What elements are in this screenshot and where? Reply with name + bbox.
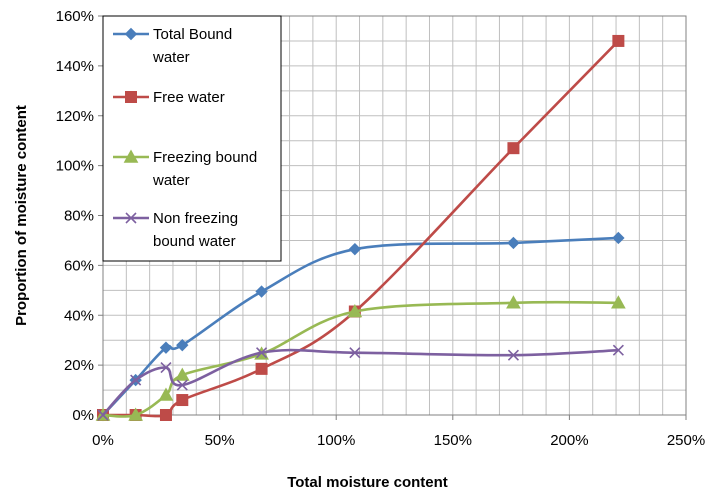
legend-entry-2: Free water xyxy=(113,89,225,106)
legend-swatch-marker xyxy=(123,149,139,163)
data-point xyxy=(255,362,268,375)
data-point xyxy=(176,338,189,352)
x-tick-label: 0% xyxy=(92,432,114,449)
legend-label: Freezing bound xyxy=(153,149,257,166)
legend-label: Total Bound xyxy=(153,26,232,43)
legend-entry-4: Non freezing bound water xyxy=(113,210,238,250)
data-point xyxy=(255,285,268,298)
data-point xyxy=(507,142,520,155)
data-point xyxy=(159,341,173,354)
data-point xyxy=(159,409,172,421)
data-point xyxy=(130,374,142,386)
y-tick-label: 60% xyxy=(64,257,94,274)
legend-label: Non freezing xyxy=(153,210,238,227)
legend-swatch-marker xyxy=(124,27,138,41)
data-point xyxy=(176,394,189,407)
legend-entry-1: Total Bound water xyxy=(113,26,232,66)
data-point xyxy=(256,347,268,359)
series-4 xyxy=(97,344,624,421)
legend-swatch-marker xyxy=(125,91,137,103)
y-tick-label: 40% xyxy=(64,307,94,324)
x-tick-label: 200% xyxy=(550,432,588,449)
y-tick-label: 0% xyxy=(72,407,94,424)
legend-label: water xyxy=(152,49,190,66)
data-point xyxy=(507,349,519,361)
data-point xyxy=(160,362,172,374)
y-tick-label: 100% xyxy=(56,158,94,175)
data-point xyxy=(349,347,361,359)
legend-label: water xyxy=(152,172,190,189)
x-tick-label: 50% xyxy=(205,432,235,449)
y-tick-label: 160% xyxy=(56,8,94,25)
data-point xyxy=(507,236,520,250)
data-point xyxy=(347,303,363,318)
data-point xyxy=(97,409,109,421)
y-tick-label: 80% xyxy=(64,208,94,225)
y-tick-label: 120% xyxy=(56,108,94,125)
data-point xyxy=(506,295,521,309)
legend: Total Bound water Free water Freezing bound… xyxy=(102,15,282,262)
x-tick-label: 100% xyxy=(317,432,355,449)
data-point xyxy=(128,407,143,421)
data-point xyxy=(348,242,362,256)
legend-label: Free water xyxy=(153,89,225,106)
x-axis-ticks: 0% 50% 100% 150% 200% 250% xyxy=(92,415,705,449)
series-3 xyxy=(95,295,626,421)
legend-entry-3: Freezing bound water xyxy=(113,149,257,189)
y-axis-ticks: 0% 20% 40% 60% 80% 100% 120% 140% 160% xyxy=(56,8,103,424)
x-tick-label: 150% xyxy=(434,432,472,449)
x-axis-title: Total moisture content xyxy=(287,474,448,491)
series-group xyxy=(95,34,626,422)
data-point xyxy=(612,34,625,47)
data-point xyxy=(611,295,626,309)
x-tick-label: 250% xyxy=(667,432,705,449)
legend-swatch-marker xyxy=(125,212,137,224)
y-tick-label: 20% xyxy=(64,357,94,374)
y-tick-label: 140% xyxy=(56,58,94,75)
y-axis-title: Proportion of moisture content xyxy=(13,105,30,326)
data-point xyxy=(174,367,190,381)
legend-label: bound water xyxy=(153,233,236,250)
data-point xyxy=(176,379,188,391)
data-point xyxy=(158,387,174,401)
data-point xyxy=(612,344,624,356)
data-point xyxy=(612,231,625,245)
